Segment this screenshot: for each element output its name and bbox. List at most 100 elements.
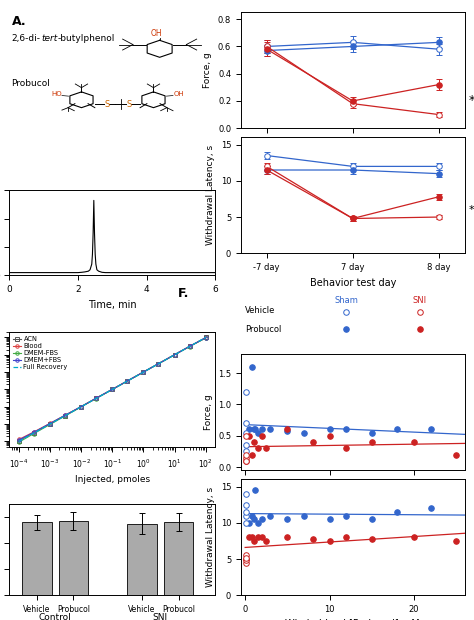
Text: Probucol: Probucol [246, 326, 282, 334]
Full Recovery [141, 368, 146, 376]
DMEM-FBS [62, 412, 68, 420]
Full Recovery [203, 334, 209, 341]
DMEM-FBS [203, 334, 209, 342]
Text: -butylphenol: -butylphenol [58, 34, 115, 43]
DMEM+FBS [31, 428, 36, 436]
Text: Sham: Sham [334, 296, 358, 306]
Line: DMEM-FBS: DMEM-FBS [17, 336, 208, 444]
Blood [62, 412, 68, 419]
Blood [78, 403, 84, 410]
Text: Control: Control [39, 613, 72, 620]
Blood [93, 394, 99, 402]
Full Recovery [62, 412, 68, 420]
DMEM-FBS [31, 430, 36, 437]
Line: Full Recovery: Full Recovery [19, 337, 206, 441]
DMEM+FBS [187, 343, 192, 350]
Blood [172, 351, 177, 358]
DMEM-FBS [141, 368, 146, 376]
Text: *: * [469, 94, 474, 107]
Text: SNI: SNI [153, 613, 168, 620]
Text: Vehicle: Vehicle [246, 306, 276, 315]
Text: Probucol: Probucol [11, 79, 50, 88]
DMEM+FBS [155, 360, 161, 368]
Y-axis label: Force, g: Force, g [203, 53, 212, 88]
DMEM+FBS [78, 403, 84, 410]
Blood [124, 378, 130, 385]
DMEM+FBS [93, 394, 99, 402]
ACN [203, 334, 209, 341]
Full Recovery [16, 438, 22, 445]
Text: $\mathsf{\ }$: $\mathsf{\ }$ [118, 38, 120, 45]
Blood [16, 436, 22, 443]
X-axis label: Time, min: Time, min [88, 299, 137, 310]
Bar [127, 524, 157, 595]
Full Recovery [93, 395, 99, 402]
ACN [109, 386, 115, 393]
ACN [93, 395, 99, 402]
ACN [187, 343, 192, 350]
Full Recovery [172, 351, 177, 358]
DMEM-FBS [155, 360, 161, 368]
Text: 2,6-di-: 2,6-di- [11, 34, 41, 43]
Full Recovery [78, 403, 84, 410]
Text: SNI: SNI [413, 296, 427, 306]
ACN [31, 429, 36, 436]
DMEM+FBS [16, 436, 22, 444]
ACN [47, 420, 53, 427]
DMEM+FBS [62, 412, 68, 419]
ACN [78, 403, 84, 410]
DMEM-FBS [47, 421, 53, 428]
Full Recovery [31, 430, 36, 437]
Bar [22, 523, 52, 595]
DMEM-FBS [172, 351, 177, 358]
DMEM-FBS [16, 438, 22, 446]
Blood [31, 428, 36, 436]
DMEM-FBS [124, 378, 130, 385]
Full Recovery [187, 343, 192, 350]
DMEM+FBS [47, 420, 53, 427]
Legend: ACN, Blood, DMEM-FBS, DMEM+FBS, Full Recovery: ACN, Blood, DMEM-FBS, DMEM+FBS, Full Rec… [13, 335, 68, 371]
Blood [47, 420, 53, 427]
DMEM-FBS [93, 395, 99, 402]
DMEM-FBS [109, 386, 115, 393]
Blood [203, 334, 209, 342]
Text: OH: OH [151, 30, 163, 38]
Y-axis label: Withdrawal Latency, s: Withdrawal Latency, s [206, 487, 215, 587]
Full Recovery [124, 378, 130, 385]
Y-axis label: Withdrawal Latency, s: Withdrawal Latency, s [206, 145, 215, 246]
Blood [155, 360, 161, 368]
Text: OH: OH [173, 91, 184, 97]
Full Recovery [109, 386, 115, 393]
Line: ACN: ACN [17, 336, 208, 443]
DMEM-FBS [187, 343, 192, 350]
Y-axis label: Force, g: Force, g [203, 394, 212, 430]
Line: Blood: Blood [17, 336, 208, 441]
Full Recovery [155, 360, 161, 368]
ACN [16, 437, 22, 445]
ACN [155, 360, 161, 368]
X-axis label: Injected, pmoles: Injected, pmoles [75, 475, 150, 484]
DMEM+FBS [109, 386, 115, 393]
Blood [187, 343, 192, 350]
Text: S: S [126, 100, 131, 109]
DMEM+FBS [141, 368, 146, 376]
X-axis label: Behavior test day: Behavior test day [310, 278, 396, 288]
Text: F.: F. [178, 287, 190, 300]
Text: A.: A. [11, 15, 26, 28]
ACN [124, 378, 130, 385]
Text: HO: HO [51, 91, 62, 97]
Bar [164, 523, 193, 595]
ACN [141, 368, 146, 376]
DMEM-FBS [78, 403, 84, 410]
ACN [62, 412, 68, 419]
Blood [141, 368, 146, 376]
DMEM+FBS [203, 334, 209, 342]
DMEM+FBS [172, 351, 177, 358]
Text: **: ** [469, 205, 474, 215]
Text: S: S [104, 100, 110, 109]
Line: DMEM+FBS: DMEM+FBS [17, 336, 208, 442]
Text: tert: tert [41, 34, 58, 43]
Bar [59, 521, 88, 595]
DMEM+FBS [124, 378, 130, 385]
Full Recovery [47, 420, 53, 428]
